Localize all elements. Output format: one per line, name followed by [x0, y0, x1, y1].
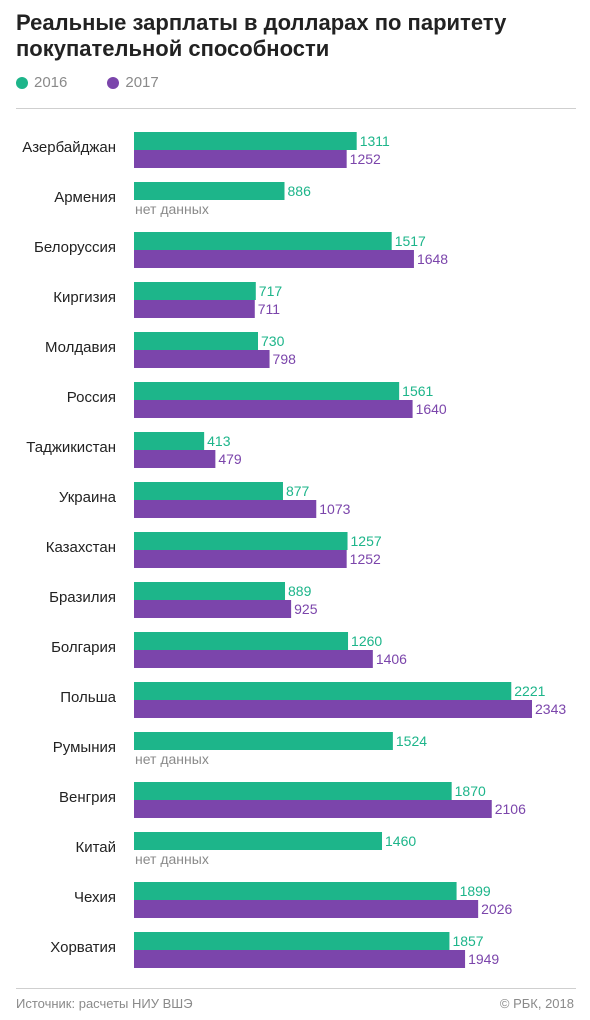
value-label-series-2017: 1252 [350, 551, 381, 567]
value-label-series-2016: 1524 [396, 733, 427, 749]
bar-series-2017-row-6 [134, 400, 413, 418]
bar-series-2016-row-17 [134, 932, 450, 950]
chart-title: Реальные зарплаты в долларах по паритету… [16, 10, 507, 61]
category-label: Чехия [74, 889, 116, 906]
bar-series-2017-row-17 [134, 950, 466, 968]
category-label: Румыния [53, 739, 116, 756]
legend-swatch-2017 [107, 76, 120, 89]
legend-item-2017: 2017 [107, 74, 159, 91]
bar-series-2017-row-16 [134, 900, 479, 918]
value-label-series-2016: 1257 [351, 533, 382, 549]
bar-series-2016-row-12 [134, 682, 512, 700]
value-label-series-2016: 413 [207, 433, 231, 449]
value-label-series-2017: 1252 [350, 151, 381, 167]
bar-chart: Азербайджан 1311 1252 Армения 886 нет данных Б… [22, 132, 566, 968]
value-label-series-2017: 1073 [319, 501, 350, 517]
value-label-series-2017: 1406 [376, 651, 407, 667]
value-label-series-2017: 1648 [417, 251, 448, 267]
bar-series-2016-row-16 [134, 882, 457, 900]
category-label: Россия [67, 389, 116, 406]
value-label-series-2016: 1460 [385, 833, 416, 849]
value-label-series-2016: 1561 [402, 383, 433, 399]
value-label-series-2016: 717 [259, 283, 283, 299]
bar-series-2016-row-3 [134, 232, 392, 250]
value-label-series-2016: 886 [288, 183, 312, 199]
bar-series-2017-row-7 [134, 450, 216, 468]
value-label-series-2017: 798 [273, 351, 297, 367]
legend-swatch-2016 [16, 76, 28, 89]
category-label: Таджикистан [26, 439, 116, 456]
value-label-series-2016: 889 [288, 583, 312, 599]
value-label-series-2016: 1260 [351, 633, 382, 649]
category-label: Молдавия [45, 339, 116, 356]
source-note: Источник: расчеты НИУ ВШЭ [16, 996, 193, 1011]
no-data-label: нет данных [135, 751, 209, 767]
value-label-series-2017: 1640 [416, 401, 447, 417]
category-label: Азербайджан [22, 139, 116, 156]
category-label: Бразилия [49, 589, 116, 606]
value-label-series-2017: 2343 [535, 701, 566, 717]
bar-series-2016-row-9 [134, 532, 348, 550]
bar-series-2016-row-15 [134, 832, 383, 850]
value-label-series-2017: 479 [218, 451, 242, 467]
bar-series-2016-row-7 [134, 432, 205, 450]
value-label-series-2016: 1899 [460, 883, 491, 899]
legend-item-2016: 2016 [16, 74, 67, 91]
bar-series-2016-row-11 [134, 632, 349, 650]
no-data-label: нет данных [135, 851, 209, 867]
top-divider [16, 108, 576, 109]
bar-series-2016-row-14 [134, 782, 452, 800]
category-label: Армения [54, 189, 116, 206]
value-label-series-2016: 877 [286, 483, 310, 499]
category-label: Украина [59, 489, 117, 506]
value-label-series-2016: 1857 [452, 933, 483, 949]
bar-series-2017-row-3 [134, 250, 414, 268]
bar-series-2016-row-13 [134, 732, 393, 750]
legend-label-2016: 2016 [34, 74, 68, 91]
bar-series-2017-row-8 [134, 500, 317, 518]
bar-series-2016-row-5 [134, 332, 259, 350]
bar-series-2017-row-11 [134, 650, 373, 668]
bar-series-2016-row-1 [134, 132, 357, 150]
bar-series-2017-row-12 [134, 700, 532, 718]
bar-series-2016-row-2 [134, 182, 285, 200]
bar-series-2017-row-9 [134, 550, 347, 568]
category-label: Хорватия [50, 939, 116, 956]
value-label-series-2016: 1311 [360, 133, 390, 149]
value-label-series-2016: 1517 [395, 233, 426, 249]
value-label-series-2017: 2026 [481, 901, 512, 917]
legend: 2016 2017 [16, 74, 159, 91]
value-label-series-2016: 2221 [514, 683, 545, 699]
bar-series-2016-row-6 [134, 382, 400, 400]
no-data-label: нет данных [135, 201, 209, 217]
value-label-series-2017: 925 [294, 601, 318, 617]
bar-series-2017-row-10 [134, 600, 292, 618]
bar-series-2017-row-5 [134, 350, 270, 368]
bar-series-2016-row-4 [134, 282, 256, 300]
value-label-series-2017: 2106 [495, 801, 526, 817]
category-label: Киргизия [53, 289, 116, 306]
value-label-series-2016: 730 [261, 333, 285, 349]
bar-series-2016-row-10 [134, 582, 286, 600]
category-label: Болгария [51, 639, 116, 656]
value-label-series-2017: 1949 [468, 951, 499, 967]
category-label: Казахстан [46, 539, 116, 556]
category-label: Венгрия [59, 789, 116, 806]
category-label: Польша [60, 689, 116, 706]
bar-series-2017-row-14 [134, 800, 492, 818]
bottom-divider [16, 988, 576, 989]
bar-series-2017-row-4 [134, 300, 255, 318]
value-label-series-2016: 1870 [455, 783, 486, 799]
bar-series-2016-row-8 [134, 482, 283, 500]
category-label: Белоруссия [34, 239, 116, 256]
category-label: Китай [75, 839, 116, 856]
copyright: © РБК, 2018 [499, 996, 574, 1011]
bar-series-2017-row-1 [134, 150, 347, 168]
value-label-series-2017: 711 [258, 301, 281, 317]
legend-label-2017: 2017 [125, 74, 159, 91]
